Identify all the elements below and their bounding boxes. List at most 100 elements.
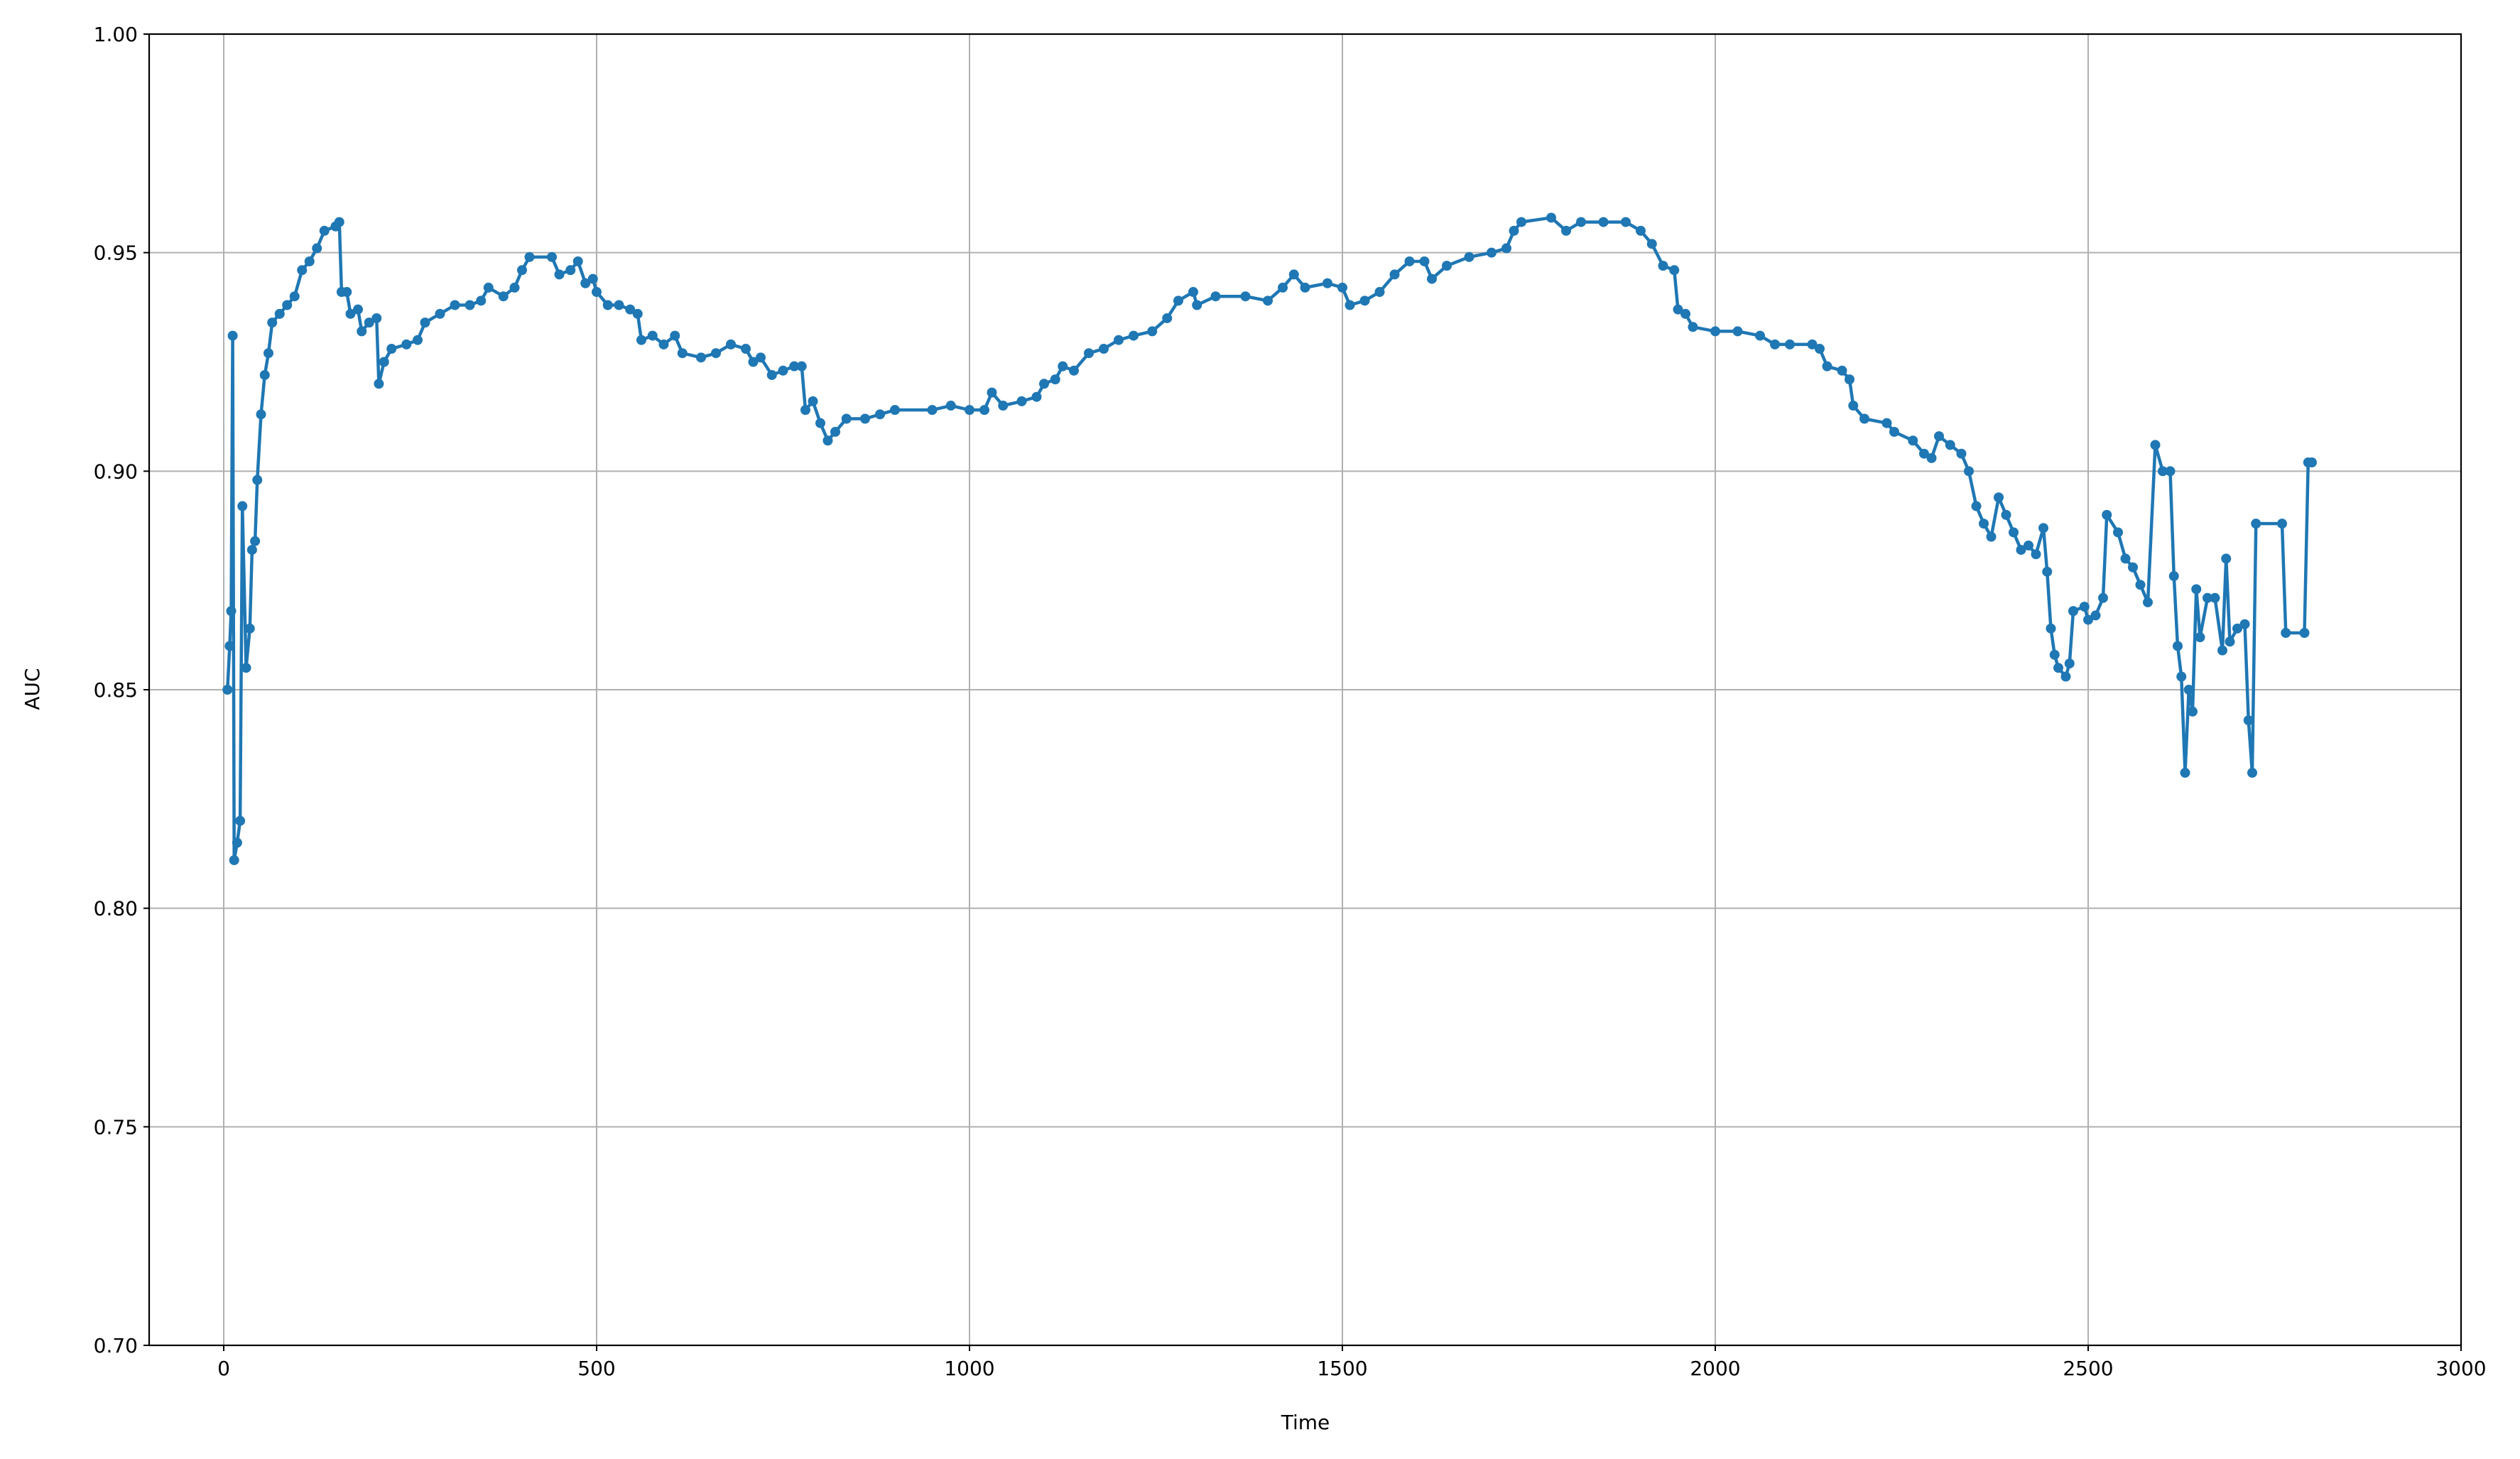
data-point: [1636, 225, 1646, 236]
data-point: [2120, 553, 2131, 564]
data-point: [1561, 225, 1571, 236]
data-point: [420, 318, 430, 328]
data-point: [1919, 448, 1929, 459]
data-point: [222, 685, 233, 695]
data-point: [1263, 295, 1273, 306]
data-point: [1509, 225, 1519, 236]
data-point: [2068, 606, 2078, 617]
data-point: [2168, 571, 2179, 582]
data-point: [547, 251, 557, 262]
data-point: [1822, 361, 1832, 371]
x-tick-label: 2000: [1690, 1357, 1740, 1380]
data-point: [264, 348, 273, 359]
data-point: [647, 330, 658, 341]
data-point: [2173, 641, 2183, 651]
data-point: [2150, 440, 2161, 450]
data-point: [2307, 457, 2317, 468]
data-point: [232, 837, 242, 848]
data-point: [711, 348, 721, 359]
data-point: [2188, 706, 2198, 717]
data-point: [1889, 426, 1899, 437]
data-point: [554, 269, 565, 280]
data-point: [259, 369, 270, 380]
data-point: [224, 641, 235, 651]
data-point: [830, 426, 840, 437]
y-tick-label: 0.70: [94, 1334, 138, 1357]
data-point: [1755, 330, 1765, 341]
data-point: [580, 278, 591, 288]
data-point: [498, 291, 509, 302]
data-point: [371, 313, 382, 323]
x-tick-label: 0: [217, 1357, 230, 1380]
data-point: [1188, 287, 1198, 298]
data-point: [748, 357, 759, 367]
data-point: [1058, 361, 1068, 371]
data-point: [1323, 278, 1332, 288]
data-point: [1129, 330, 1139, 341]
data-point: [2195, 632, 2205, 643]
data-point: [2176, 671, 2187, 682]
data-point: [1986, 531, 1997, 542]
data-point: [2281, 628, 2291, 639]
data-point: [2042, 566, 2053, 577]
data-point: [297, 265, 308, 276]
data-point: [860, 413, 870, 424]
data-point: [374, 379, 384, 389]
data-point: [1114, 335, 1124, 345]
data-point: [808, 396, 818, 406]
data-point: [890, 405, 900, 416]
data-point: [2113, 527, 2123, 538]
data-point: [246, 545, 257, 555]
data-point: [2128, 562, 2138, 573]
data-point: [1374, 287, 1385, 298]
x-tick-label: 500: [577, 1357, 615, 1380]
y-axis-label: AUC: [21, 668, 44, 710]
data-point: [815, 418, 825, 428]
data-point: [1848, 401, 1859, 411]
y-tick-label: 0.90: [94, 460, 138, 483]
data-point: [1859, 413, 1869, 424]
data-point: [353, 304, 363, 315]
data-point: [1039, 379, 1049, 389]
data-point: [1069, 365, 1079, 376]
data-point: [1658, 261, 1668, 271]
data-point: [334, 217, 344, 227]
data-point: [386, 344, 397, 354]
data-point: [2251, 519, 2261, 529]
data-point: [800, 405, 810, 416]
data-point: [1598, 217, 1609, 227]
data-point: [357, 326, 367, 337]
data-point: [2060, 671, 2071, 682]
data-point: [2239, 619, 2250, 629]
data-point: [250, 536, 261, 546]
data-point: [1770, 339, 1780, 349]
data-point: [2098, 592, 2108, 603]
data-point: [1345, 300, 1355, 310]
x-tick-label: 2500: [2063, 1357, 2113, 1380]
data-point: [226, 606, 237, 617]
data-point: [632, 308, 643, 319]
data-point: [945, 401, 956, 411]
data-point: [726, 339, 736, 349]
data-point: [1807, 339, 1818, 349]
data-point: [1732, 326, 1743, 337]
data-line: [226, 216, 2312, 862]
data-point: [1945, 440, 1955, 450]
data-point: [2247, 767, 2257, 778]
data-point: [465, 300, 475, 310]
data-point: [2102, 509, 2112, 520]
data-point: [998, 401, 1009, 411]
data-point: [1934, 431, 1944, 442]
data-point: [2049, 649, 2060, 660]
data-point: [2158, 466, 2168, 477]
data-point: [1621, 217, 1631, 227]
data-point: [2277, 519, 2287, 529]
data-point: [1785, 339, 1795, 349]
data-point: [1337, 282, 1347, 293]
data-point: [1389, 269, 1400, 280]
data-point: [1516, 217, 1526, 227]
data-point: [1084, 348, 1094, 359]
data-point: [289, 291, 300, 302]
data-point: [1845, 374, 1854, 385]
data-point: [796, 361, 807, 371]
